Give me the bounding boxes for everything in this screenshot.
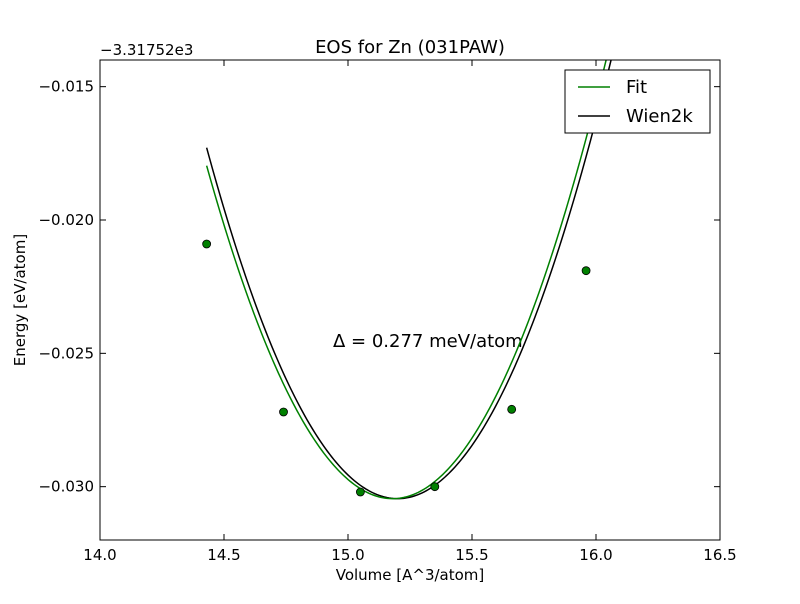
x-axis-label: Volume [A^3/atom] — [336, 566, 485, 584]
data-point — [581, 266, 591, 276]
chart-title: EOS for Zn (031PAW) — [315, 37, 505, 58]
legend-label-wien2k: Wien2k — [626, 106, 693, 127]
x-tick-label: 16.5 — [703, 546, 736, 564]
y-axis-label: Energy [eV/atom] — [11, 234, 29, 366]
plot-frame — [99, 59, 721, 541]
x-tick-label: 15.0 — [331, 546, 364, 564]
data-point — [355, 487, 365, 497]
y-tick-label: −0.025 — [38, 344, 94, 362]
y-tick-label: −0.015 — [38, 78, 94, 96]
x-tick-label: 15.5 — [455, 546, 488, 564]
plot-area: 14.0 14.5 15.0 15.5 16.0 16.5 −0.015 −0.020 −0.0… — [38, 59, 737, 564]
y-tick-label: −0.020 — [38, 211, 94, 229]
data-point — [279, 407, 288, 417]
y-tick-label: −0.030 — [38, 478, 94, 496]
x-tick-label: 14.0 — [83, 546, 116, 564]
x-tick-label: 16.0 — [579, 546, 612, 564]
delta-annotation: Δ = 0.277 meV/atom — [333, 331, 523, 352]
data-point — [430, 482, 440, 492]
legend: Fit Wien2k — [564, 69, 711, 134]
data-point — [202, 239, 212, 249]
legend-box — [564, 69, 711, 134]
legend-label-fit: Fit — [626, 77, 647, 98]
data-point — [507, 404, 517, 414]
x-tick-label: 14.5 — [207, 546, 240, 564]
y-axis-offset-label: −3.31752e3 — [100, 41, 193, 59]
